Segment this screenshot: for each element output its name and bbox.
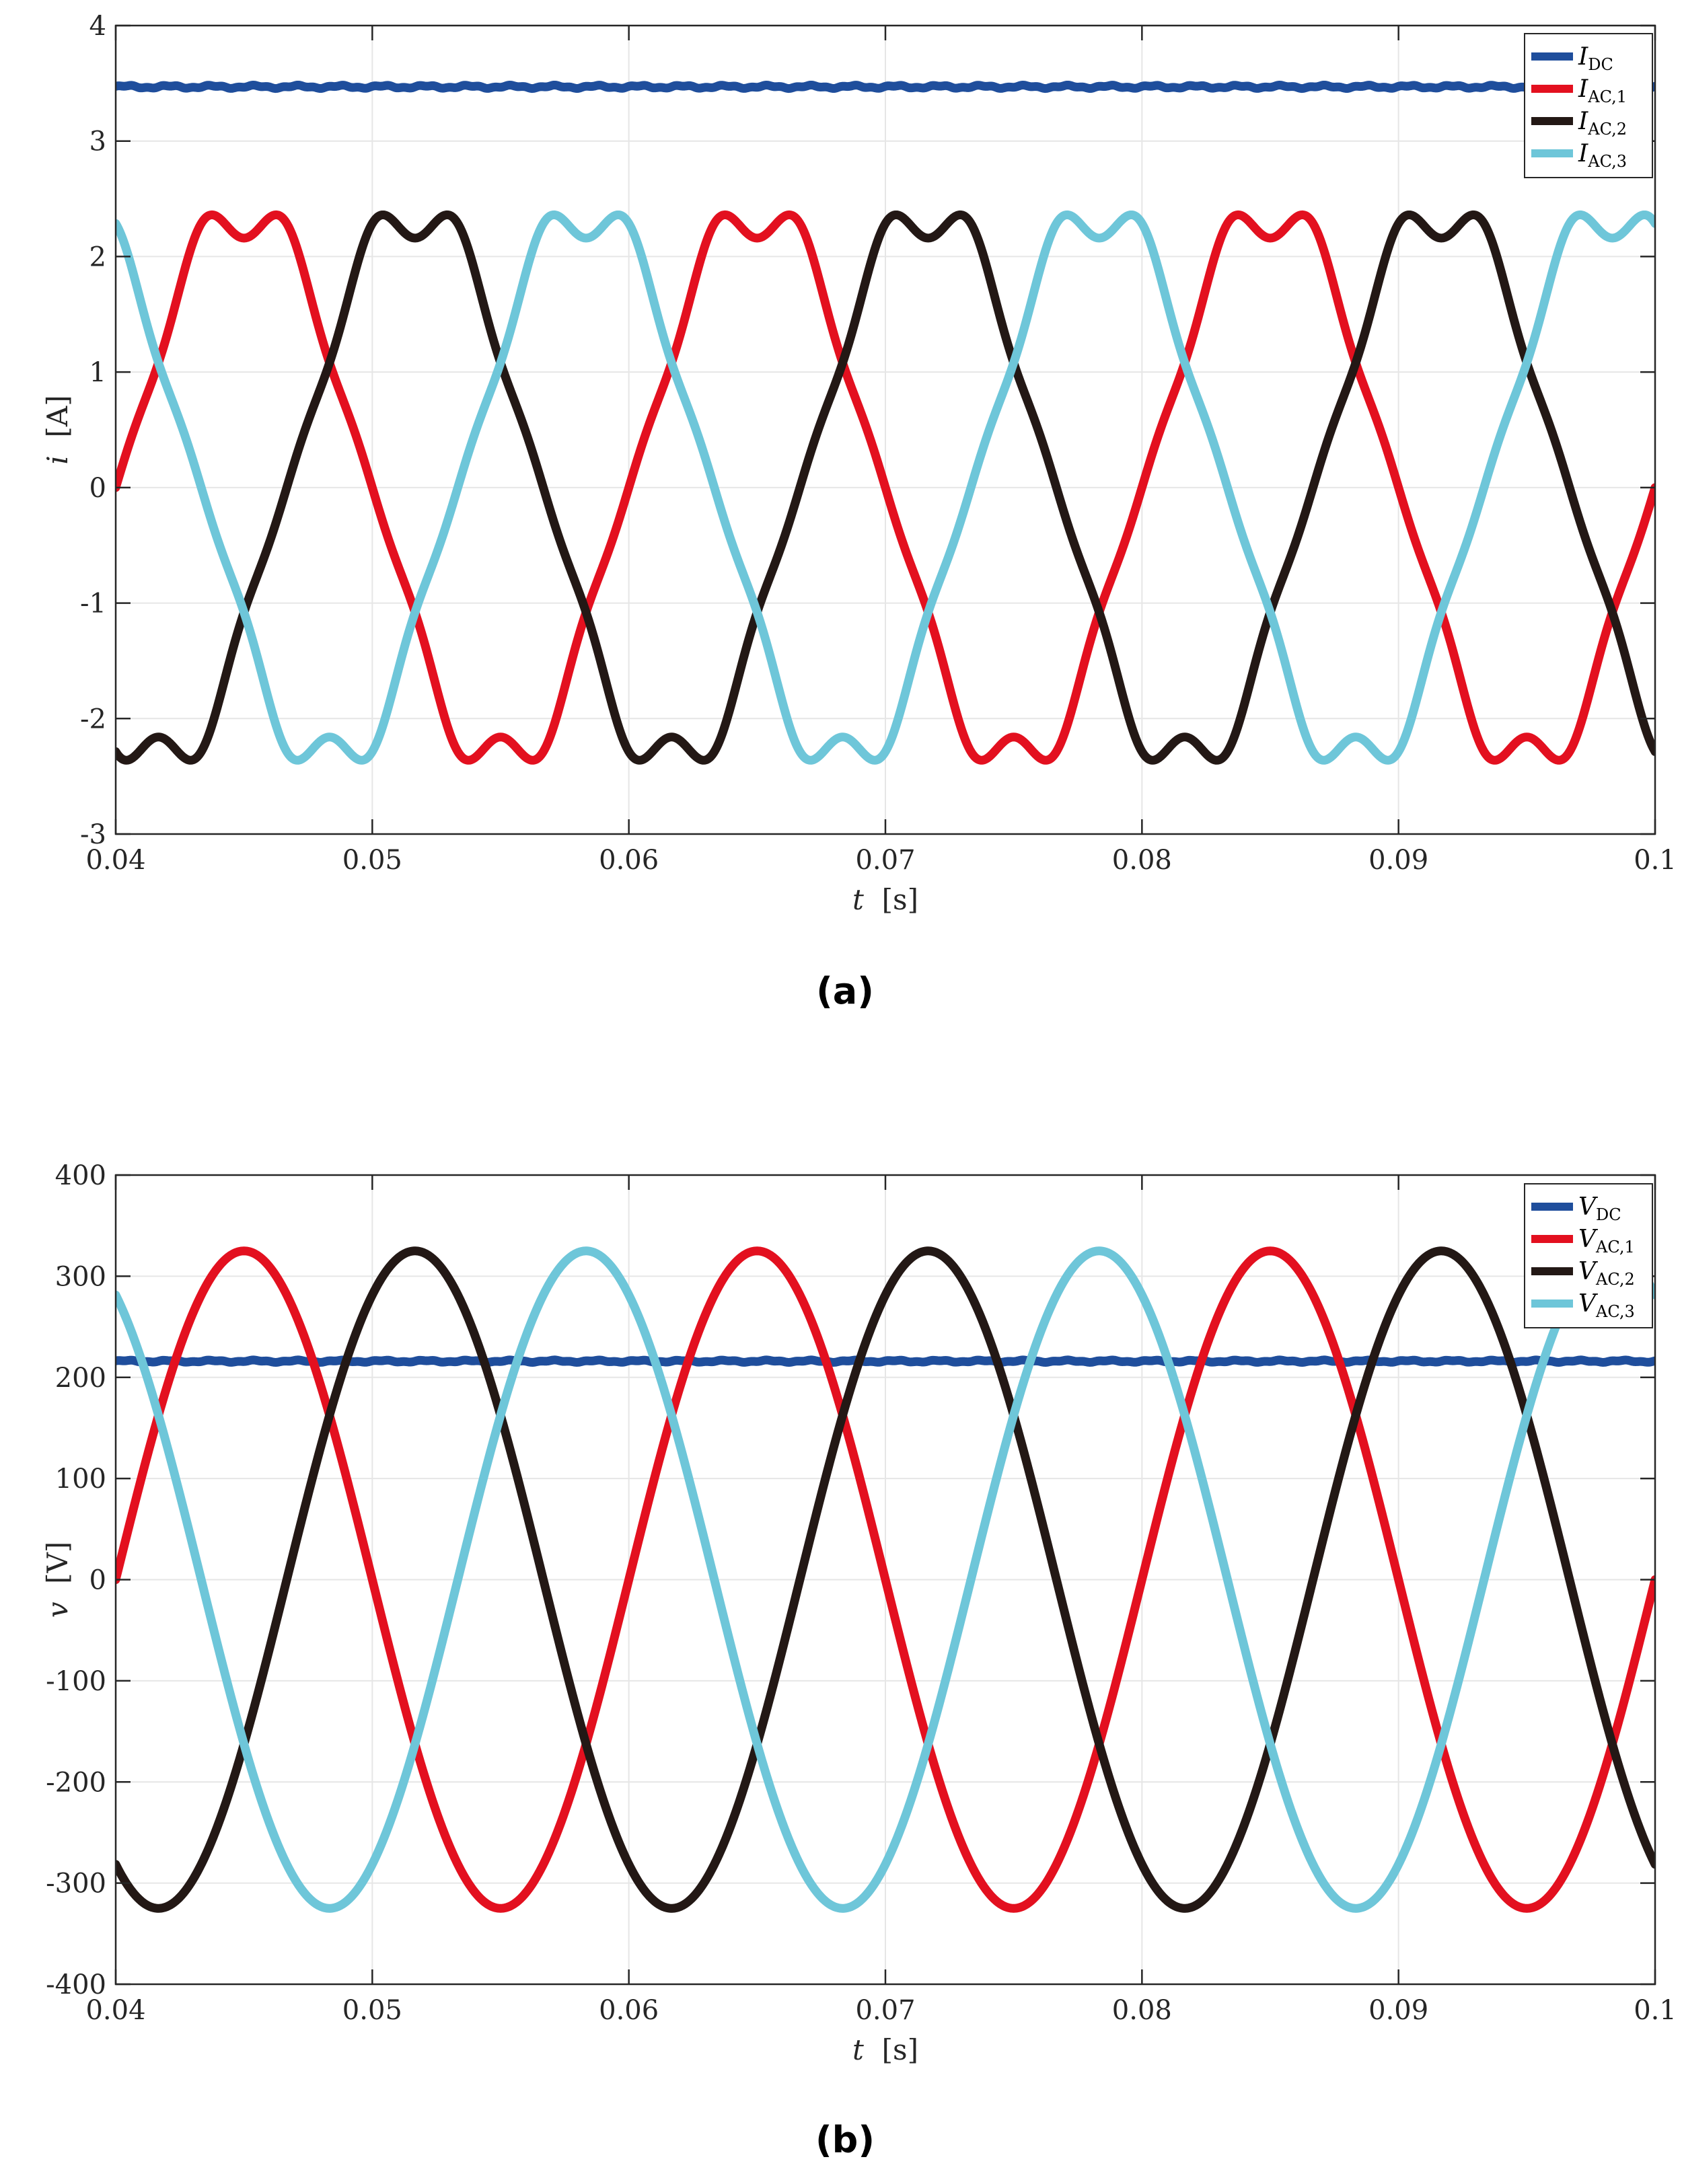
x-tick-label: 0.04: [85, 845, 145, 876]
ticks: [114, 1174, 1656, 1986]
y-axis-symbol: v: [41, 1602, 74, 1618]
legend-entry: IAC,2: [1578, 108, 1627, 139]
x-tick-label: 0.1: [1634, 845, 1677, 876]
y-tick-label: -100: [46, 1666, 106, 1697]
series-line-v-ac-3: [116, 1246, 1655, 1913]
y-tick-label: -200: [46, 1767, 106, 1798]
legend-entry-main: I: [1578, 140, 1588, 167]
x-tick-label: 0.08: [1112, 845, 1172, 876]
series-line-v-dc: [116, 1355, 1655, 1367]
y-tick-label: -400: [46, 1969, 106, 2000]
series-line-i-ac-1: [116, 210, 1655, 765]
y-axis-unit: [V]: [41, 1542, 74, 1584]
x-tick-label: 0.04: [85, 1995, 145, 2026]
legend-entry-main: I: [1578, 43, 1588, 71]
legend-entry: IAC,1: [1578, 75, 1627, 106]
legend-entry-sub: AC,1: [1587, 87, 1627, 106]
x-tick-label: 0.06: [599, 845, 659, 876]
legend-entry: VAC,1: [1578, 1226, 1635, 1256]
x-tick-label: 0.07: [855, 1995, 915, 2026]
chart-panel-a: 0.04 0.05 0.06 0.07 0.08 0.09 0.1 -3 -2 -1 0 1 2 3 4 t …: [41, 11, 1677, 1012]
legend-entry-sub: AC,1: [1595, 1238, 1635, 1256]
y-tick-label: 400: [55, 1160, 106, 1191]
y-tick-label: -300: [46, 1869, 106, 1899]
legend-entry-sub: AC,2: [1595, 1270, 1635, 1289]
series-lines: [116, 80, 1655, 765]
ticks: [114, 24, 1656, 835]
y-axis-unit: [A]: [41, 395, 74, 437]
y-axis-label: v [V]: [41, 1542, 74, 1618]
legend-entry-main: V: [1578, 1290, 1599, 1318]
legend-entry-sub: DC: [1596, 1205, 1621, 1224]
y-tick-label: -2: [80, 704, 106, 735]
series-line-i-dc: [116, 80, 1655, 93]
y-tick-label: 100: [55, 1464, 106, 1495]
legend-entry-sub: AC,3: [1595, 1302, 1635, 1321]
chart-panel-b: 0.04 0.05 0.06 0.07 0.08 0.09 0.1 -400 -300 -200 -…: [41, 1160, 1677, 2161]
y-tick-label: -1: [80, 589, 106, 619]
series-line-v-ac-1: [116, 1246, 1655, 1913]
legend-entry-sub: DC: [1588, 55, 1613, 74]
legend-entry: VAC,2: [1578, 1258, 1635, 1289]
x-axis-unit: [s]: [882, 883, 918, 916]
x-tick-label: 0.1: [1634, 1995, 1677, 2026]
y-tick-label: 200: [55, 1363, 106, 1394]
x-tick-label: 0.05: [342, 845, 402, 876]
x-tick-label: 0.09: [1368, 845, 1428, 876]
legend-entry-main: V: [1578, 1258, 1599, 1285]
legend-entry: IDC: [1578, 43, 1613, 74]
x-tick-label: 0.06: [599, 1995, 659, 2026]
legend-entry: IAC,3: [1578, 140, 1627, 171]
legend-entry-sub: AC,2: [1587, 120, 1627, 139]
legend-entry-sub: AC,3: [1587, 152, 1627, 171]
y-tick-label: -3: [80, 819, 106, 850]
legend-entry-main: I: [1578, 75, 1588, 103]
y-axis-symbol: i: [41, 455, 74, 464]
series-line-v-ac-2: [116, 1246, 1655, 1913]
legend-entry: VDC: [1578, 1193, 1621, 1224]
y-tick-label: 300: [55, 1261, 106, 1292]
series-line-i-ac-3: [116, 210, 1655, 765]
x-tick-label: 0.07: [855, 845, 915, 876]
legend-entry-main: V: [1578, 1226, 1599, 1253]
series-line-i-ac-2: [116, 210, 1655, 765]
x-axis-unit: [s]: [882, 2033, 918, 2066]
legend-entry-main: V: [1578, 1193, 1599, 1221]
x-tick-label: 0.09: [1368, 1995, 1428, 2026]
panel-label: (a): [816, 970, 874, 1012]
x-axis-symbol: t: [852, 883, 864, 916]
y-tick-label: 0: [89, 473, 106, 504]
legend-entry-main: I: [1578, 108, 1588, 135]
x-axis-symbol: t: [852, 2033, 864, 2066]
x-axis-label: t [s]: [852, 883, 918, 916]
panel-label: (b): [815, 2119, 875, 2161]
y-tick-label: 1: [89, 357, 106, 388]
x-tick-label: 0.05: [342, 1995, 402, 2026]
legend-entry: VAC,3: [1578, 1290, 1635, 1321]
y-tick-label: 0: [89, 1565, 106, 1596]
y-axis-label: i [A]: [41, 395, 74, 464]
y-tick-label: 3: [89, 126, 106, 157]
series-lines: [116, 1246, 1655, 1913]
y-tick-label: 4: [89, 11, 106, 42]
y-tick-label: 2: [89, 241, 106, 272]
x-tick-label: 0.08: [1112, 1995, 1172, 2026]
x-axis-label: t [s]: [852, 2033, 918, 2066]
